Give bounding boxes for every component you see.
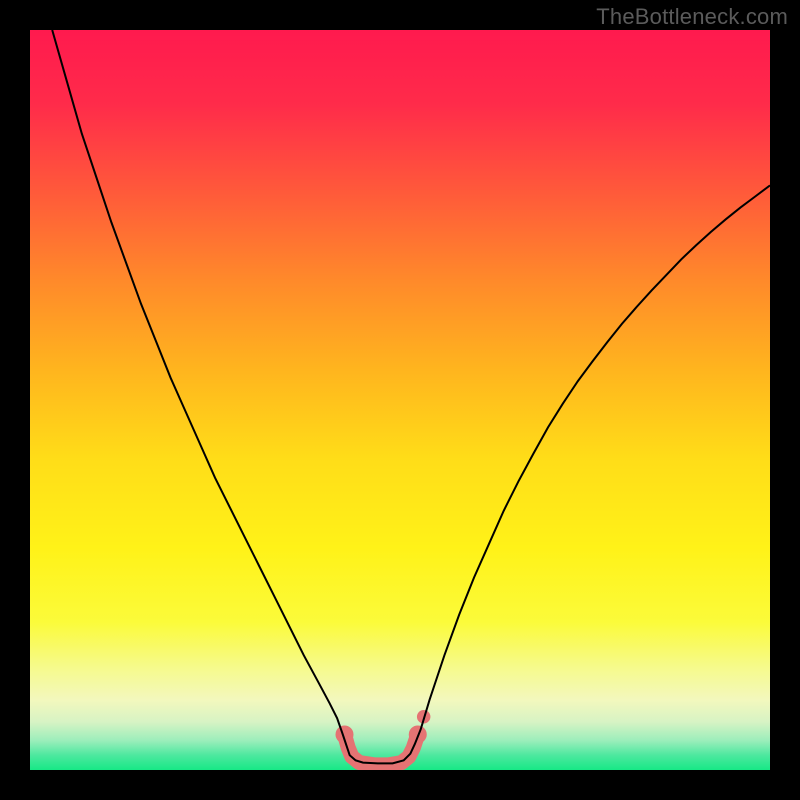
watermark-label: TheBottleneck.com (596, 4, 788, 30)
chart-svg (0, 0, 800, 800)
main-curve (52, 30, 770, 763)
